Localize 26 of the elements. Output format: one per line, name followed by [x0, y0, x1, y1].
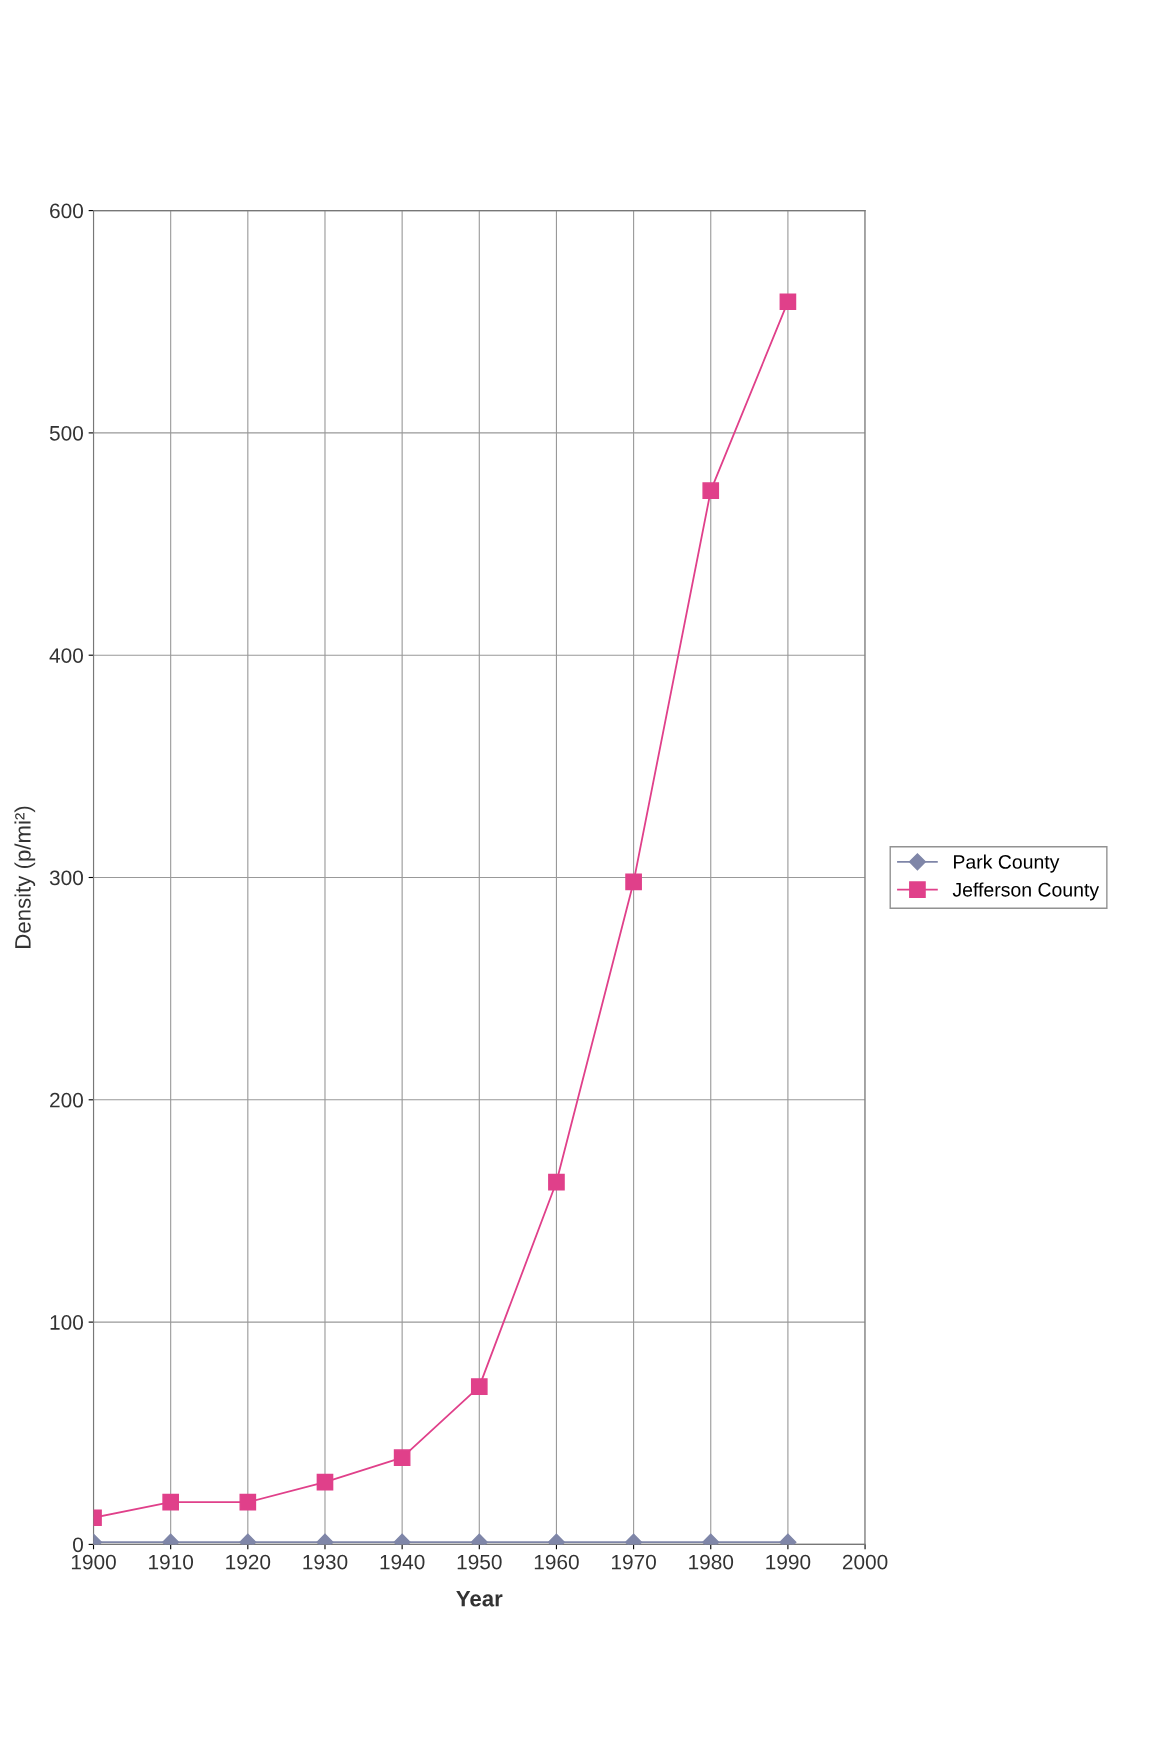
y-tick-label: 300 [49, 870, 83, 886]
x-tick-label: 2000 [842, 1554, 888, 1570]
x-tick-label: 1970 [612, 1554, 656, 1570]
legend-label: Jefferson County [952, 882, 1100, 901]
y-tick-label: 200 [50, 1092, 83, 1108]
y-tick-label: 500 [49, 425, 83, 441]
x-tick-label: 1950 [457, 1554, 502, 1570]
x-tick-label: 1910 [149, 1554, 194, 1570]
x-tick-label: 1940 [380, 1554, 425, 1570]
point [548, 1173, 565, 1191]
point [625, 873, 642, 891]
x-tick-label: 1920 [226, 1554, 271, 1570]
x-tick-label: 1900 [71, 1554, 116, 1570]
y-tick-label: 600 [50, 203, 83, 219]
legend-label: Park County [954, 854, 1060, 873]
y-tick-label: 0 [73, 1537, 83, 1553]
y-tick-label: 100 [50, 1315, 83, 1330]
x-tick-label: 1960 [534, 1554, 579, 1570]
point [779, 293, 797, 311]
y-axis-title: Density (p/mi²) [14, 806, 36, 948]
point [702, 482, 720, 500]
x-tick-label: 1930 [303, 1554, 348, 1570]
x-tick-label: 1990 [766, 1554, 811, 1570]
x-axis-title: Year [456, 1591, 503, 1607]
x-tick-label: 1980 [689, 1554, 734, 1570]
y-tick-label: 400 [49, 648, 83, 663]
